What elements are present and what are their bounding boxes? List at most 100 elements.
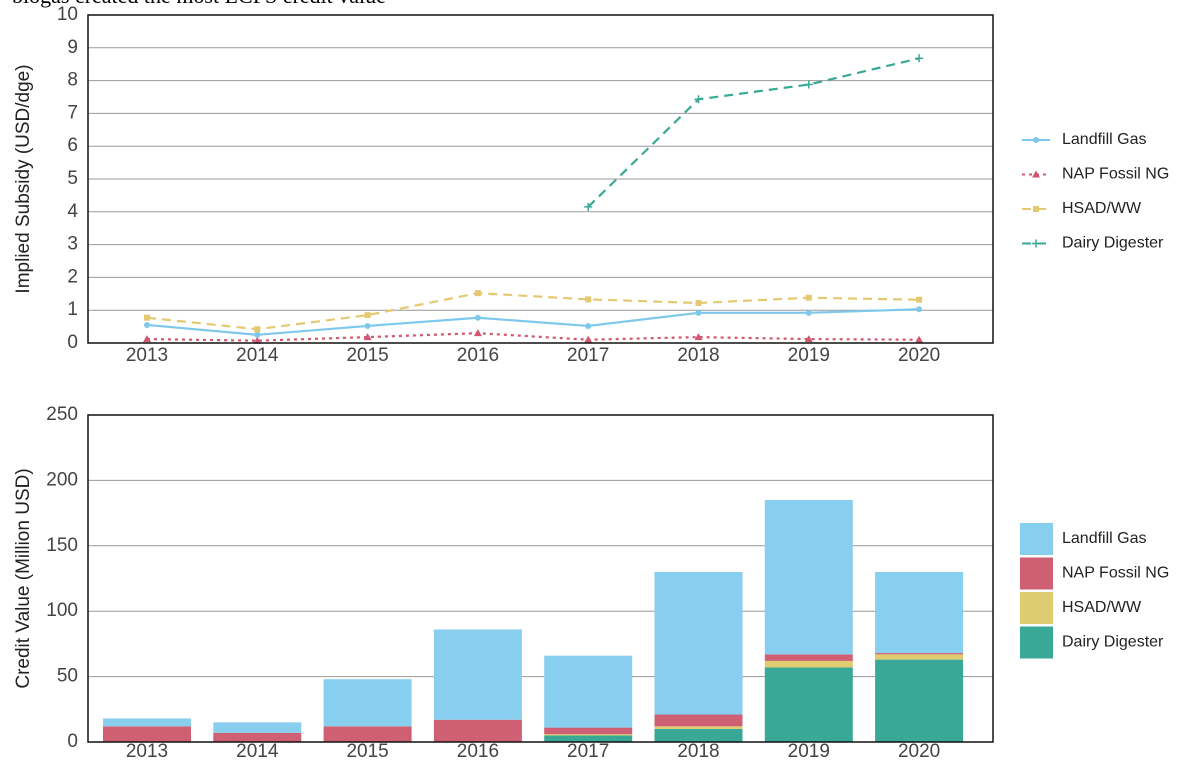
bar-segment bbox=[544, 735, 633, 742]
legend-swatch bbox=[1020, 557, 1053, 590]
bar-segment bbox=[875, 659, 964, 742]
point bbox=[254, 326, 261, 333]
line bbox=[146, 332, 920, 342]
bar-segment bbox=[213, 732, 302, 742]
bar-segment bbox=[654, 728, 743, 742]
caption: biogas created the most LCFS credit valu… bbox=[12, 0, 386, 8]
bar-segment bbox=[875, 653, 964, 655]
plot-frame bbox=[87, 414, 994, 743]
bar-segment bbox=[764, 667, 853, 742]
bar-segment bbox=[544, 655, 633, 728]
y-tick-label: 0 bbox=[67, 731, 78, 752]
y-tick-label: 3 bbox=[67, 234, 78, 255]
point bbox=[916, 296, 923, 303]
x-tick-label: 2013 bbox=[126, 345, 168, 366]
point bbox=[473, 329, 482, 337]
point bbox=[143, 335, 151, 343]
bar-segment bbox=[323, 726, 412, 742]
plot-frame bbox=[87, 14, 994, 344]
bar-segment bbox=[654, 714, 743, 727]
point bbox=[695, 299, 702, 306]
legend-marker bbox=[1033, 137, 1039, 143]
point bbox=[363, 333, 372, 341]
legend-label: HSAD/WW bbox=[1062, 599, 1142, 616]
point bbox=[364, 322, 371, 329]
x-tick-label: 2018 bbox=[677, 741, 719, 762]
bar-segment bbox=[764, 500, 853, 655]
x-tick-label: 2017 bbox=[567, 741, 609, 762]
point bbox=[584, 335, 593, 343]
point bbox=[144, 314, 150, 321]
bar-segment bbox=[103, 726, 191, 742]
point bbox=[915, 335, 924, 343]
x-tick-label: 2014 bbox=[236, 741, 279, 762]
point bbox=[694, 95, 703, 104]
legend-label: Landfill Gas bbox=[1062, 530, 1147, 547]
point bbox=[254, 331, 261, 338]
point bbox=[474, 314, 481, 321]
bar-segment bbox=[654, 726, 743, 729]
point bbox=[364, 312, 371, 319]
y-tick-label: 9 bbox=[67, 37, 78, 58]
point bbox=[585, 322, 592, 329]
point bbox=[805, 309, 812, 316]
x-tick-label: 2019 bbox=[788, 741, 830, 762]
point bbox=[915, 54, 924, 63]
y-tick-label: 250 bbox=[46, 404, 78, 425]
bar-segment bbox=[764, 654, 853, 661]
point bbox=[694, 333, 703, 341]
x-tick-label: 2020 bbox=[898, 741, 940, 762]
point bbox=[474, 290, 481, 297]
legend-swatch bbox=[1020, 626, 1053, 659]
y-tick-label: 100 bbox=[46, 600, 78, 621]
bar-segment bbox=[433, 719, 522, 742]
legend-label: Dairy Digester bbox=[1062, 634, 1164, 651]
point bbox=[804, 335, 813, 343]
y-tick-label: 0 bbox=[67, 332, 78, 353]
legend-marker bbox=[1032, 170, 1040, 178]
y-axis-label: Implied Subsidy (USD/dge) bbox=[13, 64, 34, 293]
x-tick-label: 2016 bbox=[457, 345, 499, 366]
legend-swatch bbox=[1020, 523, 1053, 555]
bar-segment bbox=[654, 571, 743, 715]
y-tick-label: 7 bbox=[67, 102, 78, 123]
bar-segment bbox=[323, 679, 412, 727]
x-tick-label: 2018 bbox=[677, 345, 719, 366]
point bbox=[695, 309, 702, 316]
point bbox=[144, 321, 150, 328]
point bbox=[584, 202, 593, 211]
y-axis-label: Credit Value (Million USD) bbox=[13, 468, 34, 688]
legend-swatch bbox=[1020, 592, 1053, 624]
bar-segment bbox=[213, 722, 302, 733]
x-tick-label: 2013 bbox=[126, 741, 168, 762]
y-tick-label: 6 bbox=[67, 135, 78, 156]
x-tick-label: 2014 bbox=[236, 345, 279, 366]
x-tick-label: 2015 bbox=[346, 741, 388, 762]
legend-marker bbox=[1032, 239, 1040, 248]
bar-segment bbox=[875, 571, 964, 654]
bar-segment bbox=[433, 629, 522, 720]
legend-label: NAP Fossil NG bbox=[1062, 565, 1169, 582]
line bbox=[146, 308, 920, 336]
point bbox=[253, 336, 262, 344]
legend-label: HSAD/WW bbox=[1062, 200, 1142, 217]
y-tick-label: 150 bbox=[46, 535, 78, 556]
legend-label: Landfill Gas bbox=[1062, 131, 1147, 148]
x-tick-label: 2020 bbox=[898, 345, 940, 366]
x-tick-label: 2015 bbox=[346, 345, 388, 366]
point bbox=[585, 296, 592, 303]
bar-segment bbox=[544, 734, 633, 736]
y-tick-label: 5 bbox=[67, 168, 78, 189]
y-tick-label: 50 bbox=[57, 666, 78, 687]
x-tick-label: 2016 bbox=[457, 741, 499, 762]
y-tick-label: 8 bbox=[67, 70, 78, 91]
y-tick-label: 200 bbox=[46, 469, 78, 490]
y-tick-label: 1 bbox=[67, 299, 78, 320]
point bbox=[805, 294, 812, 301]
bar-segment bbox=[103, 718, 191, 727]
y-tick-label: 2 bbox=[67, 266, 78, 287]
line bbox=[587, 57, 920, 208]
x-tick-label: 2019 bbox=[788, 345, 830, 366]
point bbox=[916, 306, 923, 313]
